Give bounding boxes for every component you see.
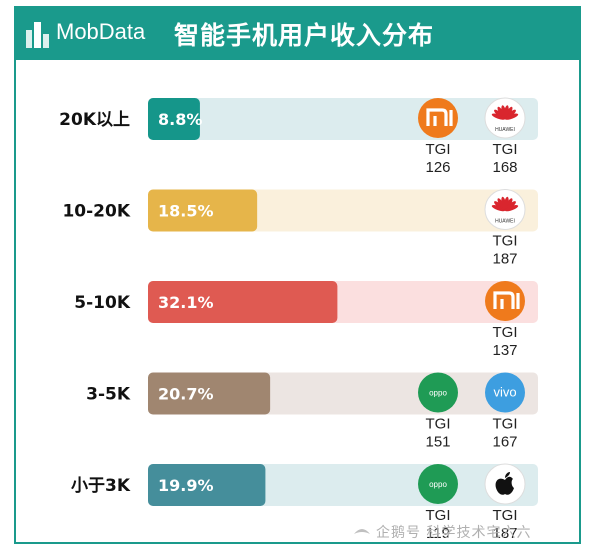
category-label: 20K以上 xyxy=(59,110,130,130)
category-label: 小于3K xyxy=(71,476,131,496)
bar xyxy=(148,464,266,506)
data-label: 19.9% xyxy=(158,476,214,495)
tgi-label: TGI xyxy=(493,324,518,341)
svg-text:vivo: vivo xyxy=(493,385,516,400)
tgi-label: TGI xyxy=(426,416,451,433)
tgi-value: 187 xyxy=(492,525,517,542)
penguin-icon xyxy=(354,529,370,534)
huawei-logo-icon: HUAWEI xyxy=(484,189,526,230)
category-label: 5-10K xyxy=(74,293,131,313)
svg-text:HUAWEI: HUAWEI xyxy=(495,219,515,225)
bar xyxy=(148,281,338,323)
category-label: 3-5K xyxy=(86,385,131,405)
svg-text:HUAWEI: HUAWEI xyxy=(495,127,515,133)
apple-logo-icon xyxy=(484,463,526,505)
data-label: 32.1% xyxy=(158,293,214,312)
bar xyxy=(148,372,271,415)
tgi-value: 168 xyxy=(492,159,517,176)
tgi-label: TGI xyxy=(426,141,451,158)
tgi-label: TGI xyxy=(493,233,518,250)
tgi-value: 187 xyxy=(492,251,517,268)
bar xyxy=(148,189,258,232)
tgi-value: 137 xyxy=(492,342,517,359)
huawei-logo-icon: HUAWEI xyxy=(484,97,526,139)
category-label: 10-20K xyxy=(62,202,130,222)
xiaomi-logo-icon xyxy=(485,281,525,321)
data-label: 8.8% xyxy=(158,110,202,129)
chart-frame xyxy=(14,6,581,544)
vivo-logo-icon: vivo xyxy=(485,372,525,413)
xiaomi-logo-icon xyxy=(418,98,458,138)
mobdata-logo-icon xyxy=(26,22,49,48)
logo-text: MobData xyxy=(56,19,146,44)
bar-track xyxy=(148,98,538,140)
tgi-value: 151 xyxy=(425,434,450,451)
svg-text:oppo: oppo xyxy=(429,480,447,489)
page-title: 智能手机用户收入分布 xyxy=(174,21,435,50)
bar xyxy=(148,98,200,140)
header-bar: MobData 智能手机用户收入分布 xyxy=(14,6,581,60)
tgi-value: 119 xyxy=(426,525,450,542)
tgi-label: TGI xyxy=(493,507,518,524)
tgi-label: TGI xyxy=(493,416,518,433)
tgi-value: 167 xyxy=(492,434,517,451)
tgi-value: 126 xyxy=(425,159,450,176)
svg-text:oppo: oppo xyxy=(429,389,447,398)
watermark: 企鹅号 科学技术宅六六 xyxy=(376,525,532,541)
tgi-label: TGI xyxy=(493,141,518,158)
tgi-label: TGI xyxy=(426,507,451,524)
oppo-logo-icon: oppo xyxy=(418,464,458,504)
oppo-logo-icon: oppo xyxy=(418,372,458,413)
data-label: 20.7% xyxy=(158,385,214,404)
data-label: 18.5% xyxy=(158,202,214,221)
